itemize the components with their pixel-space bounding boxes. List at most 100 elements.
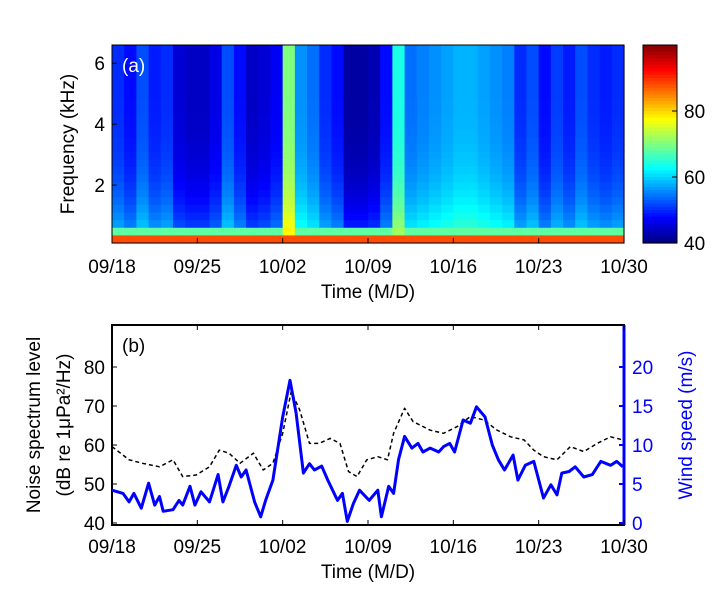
spectrogram-cell: [538, 52, 552, 61]
spectrogram-cell: [404, 182, 418, 191]
spectrogram-cell: [343, 83, 357, 92]
spectrogram-cell: [294, 52, 308, 61]
spectrogram-cell: [428, 151, 442, 160]
spectrogram-cell: [575, 151, 589, 160]
spectrogram-cell: [136, 128, 150, 137]
spectrogram-cell: [392, 151, 406, 160]
colorbar-segment: [643, 61, 677, 66]
spectrogram-cell: [124, 151, 137, 160]
spectrogram-cell: [221, 182, 235, 191]
spectrogram-cell: [599, 235, 613, 244]
colorbar-segment: [643, 147, 677, 152]
spectrogram-cell: [392, 83, 406, 92]
spectrogram-cell: [489, 52, 503, 61]
spectrogram-cell: [587, 113, 601, 122]
spectrogram-cell: [404, 166, 418, 176]
spectrogram-cell: [465, 159, 479, 168]
spectrogram-cell: [160, 197, 174, 206]
spectrogram-cell: [148, 204, 162, 214]
spectrogram-cell: [294, 189, 308, 198]
spectrogram-cell: [526, 128, 540, 137]
spectrogram-cell: [380, 212, 393, 221]
spectrogram-cell: [441, 182, 454, 191]
spectrogram-cell: [587, 105, 601, 115]
spectrogram-cell: [453, 90, 467, 99]
spectrogram-cell: [319, 128, 333, 137]
spectrogram-cell: [124, 83, 137, 92]
spectrogram-cell: [319, 151, 333, 160]
spectrogram-cell: [233, 67, 247, 77]
y-tick-label: 2: [94, 176, 105, 197]
spectrogram-cell: [526, 189, 540, 198]
spectrogram-cell: [404, 212, 418, 221]
spectrogram-cell: [453, 45, 467, 54]
spectrogram-cell: [441, 83, 454, 92]
spectrogram-cell: [172, 159, 186, 168]
spectrogram-cell: [307, 45, 320, 54]
spectrogram-cell: [112, 174, 125, 183]
spectrogram-cell: [428, 220, 442, 229]
spectrogram-cell: [477, 144, 491, 153]
spectrogram-cell: [489, 45, 503, 54]
spectrogram-cell: [209, 83, 223, 92]
spectrogram-cell: [270, 166, 284, 176]
spectrogram-cell: [282, 121, 296, 130]
spectrogram-cell: [563, 60, 576, 69]
spectrogram-cell: [172, 45, 186, 54]
spectrogram-cell: [575, 90, 589, 99]
spectrogram-cell: [550, 67, 564, 77]
spectrogram-cell: [489, 75, 503, 84]
spectrogram-cell: [611, 52, 625, 61]
spectrogram-cell: [428, 128, 442, 137]
spectrogram-cell: [270, 83, 284, 92]
spectrogram-cell: [343, 113, 357, 122]
spectrogram-cell: [599, 144, 613, 153]
spectrogram-cell: [246, 121, 259, 130]
spectrogram-cell: [416, 151, 430, 160]
spectrogram-cell: [197, 174, 211, 183]
spectrogram-cell: [160, 52, 174, 61]
spectrogram-cell: [148, 166, 162, 176]
spectrogram-cell: [563, 113, 576, 122]
spectrogram-cell: [294, 113, 308, 122]
spectrogram-cell: [282, 98, 296, 107]
spectrogram-cell: [465, 235, 479, 244]
spectrogram-cell: [416, 67, 430, 77]
spectrogram-cell: [550, 52, 564, 61]
spectrogram-cell: [124, 75, 137, 84]
spectrogram-cell: [514, 197, 528, 206]
spectrogram-cell: [599, 136, 613, 145]
spectrogram-cell: [514, 121, 528, 130]
spectrogram-cell: [209, 113, 223, 122]
spectrogram-cell: [331, 227, 345, 236]
spectrogram-cell: [294, 227, 308, 236]
spectrogram-cell: [514, 159, 528, 168]
spectrogram-cell: [477, 166, 491, 176]
spectrogram-cell: [380, 235, 393, 244]
spectrogram-cell: [233, 83, 247, 92]
spectrogram-cell: [416, 75, 430, 84]
spectrogram-cell: [368, 235, 381, 244]
spectrogram-cell: [599, 212, 613, 221]
spectrogram-cell: [197, 189, 211, 198]
colorbar-segment: [643, 177, 677, 181]
spectrogram-cell: [404, 60, 418, 69]
spectrogram-cell: [502, 98, 515, 107]
spectrogram-cell: [563, 197, 576, 206]
spectrogram-cell: [465, 45, 479, 54]
spectrogram-cell: [307, 105, 320, 115]
spectrogram-cell: [477, 182, 491, 191]
spectrogram-cell: [258, 83, 272, 92]
spectrogram-cell: [282, 151, 296, 160]
spectrogram-cell: [331, 121, 345, 130]
spectrogram-cell: [112, 212, 125, 221]
spectrogram-cell: [599, 159, 613, 168]
spectrogram-cell: [599, 105, 613, 115]
spectrogram-cell: [319, 75, 333, 84]
spectrogram-cell: [563, 83, 576, 92]
spectrogram-cell: [392, 227, 406, 236]
spectrogram-cell: [587, 182, 601, 191]
spectrogram-cell: [368, 189, 381, 198]
spectrogram-cell: [282, 60, 296, 69]
spectrogram-cell: [172, 151, 186, 160]
